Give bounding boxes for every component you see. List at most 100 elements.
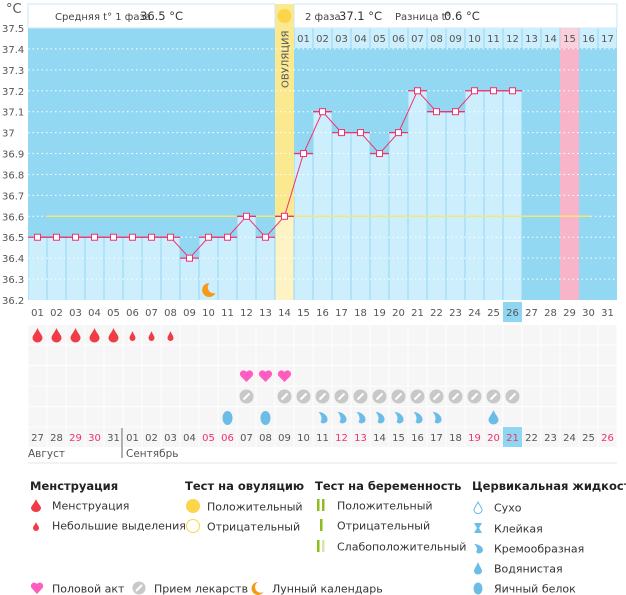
cycle-day-label: 03	[69, 308, 82, 319]
calendar-date-label: 20	[487, 433, 500, 444]
creamy-fluid-icon	[413, 412, 423, 424]
temperature-bar	[123, 237, 142, 300]
legend-dry: Сухо	[472, 500, 521, 517]
temperature-point	[490, 87, 497, 95]
ovulation-sun-icon	[277, 9, 292, 23]
calendar-date-label: 25	[582, 433, 595, 444]
event-cell	[199, 325, 218, 345]
calendar-date-label: 29	[69, 433, 82, 444]
event-cell	[123, 427, 142, 447]
event-cell	[85, 427, 104, 447]
menstruation-drop-icon	[51, 328, 62, 343]
calendar-date-label: 07	[240, 433, 253, 444]
event-cell	[85, 386, 104, 406]
calendar-date-label: 10	[297, 433, 310, 444]
cycle-day-label: 28	[544, 308, 557, 319]
cycle-day-label: 25	[487, 308, 500, 319]
event-cell	[408, 345, 427, 365]
event-cell	[85, 366, 104, 386]
temperature-bar	[47, 237, 66, 300]
y-tick-label: 36.5	[2, 233, 24, 244]
y-tick-label: 37.3	[2, 66, 24, 77]
event-cell	[503, 407, 522, 427]
event-cell	[522, 325, 541, 345]
event-cell	[199, 366, 218, 386]
legend-cervical-title: Цервикальная жидкость	[472, 479, 626, 493]
creamy-fluid-icon	[432, 412, 442, 424]
event-cell	[275, 427, 294, 447]
event-cell	[560, 325, 579, 345]
event-cell	[408, 325, 427, 345]
event-cell	[237, 407, 256, 427]
temperature-bar	[484, 90, 503, 301]
event-cell	[351, 427, 370, 447]
luteal-day-label: 05	[373, 34, 386, 45]
legend-label: Положительный	[207, 500, 303, 514]
event-cell	[218, 345, 237, 365]
legend-creamy: Кремообразная	[472, 541, 584, 558]
event-cell	[294, 427, 313, 447]
event-cell	[446, 345, 465, 365]
event-cell	[408, 427, 427, 447]
egg-white-icon	[222, 411, 233, 425]
temperature-bar	[446, 111, 465, 300]
calendar-date-label: 27	[31, 433, 44, 444]
event-cell	[66, 427, 85, 447]
temperature-bar	[370, 153, 389, 300]
temperature-point	[471, 87, 478, 95]
temperature-bar	[294, 153, 313, 300]
temperature-bar	[66, 237, 85, 300]
y-axis-unit: °C	[6, 2, 22, 17]
creamy-drop-icon	[472, 541, 488, 558]
event-cell	[161, 407, 180, 427]
event-cell	[294, 407, 313, 427]
legend-label: Половой акт	[52, 582, 125, 595]
legend-label: Отрицательный	[337, 519, 431, 533]
temperature-point	[338, 129, 345, 137]
event-cell	[104, 345, 123, 365]
event-cell	[541, 345, 560, 365]
luteal-day-cell	[446, 28, 465, 48]
temperature-bar	[104, 237, 123, 300]
pill-icon-stripe	[432, 392, 441, 401]
legend-egg-white: Яичный белок	[472, 581, 576, 595]
event-cell	[313, 366, 332, 386]
legend-pregnancy-negative: Отрицательный	[315, 518, 430, 535]
cycle-day-label: 17	[335, 308, 348, 319]
month-label: Сентябрь	[126, 448, 178, 460]
legend-label: Слабоположительный	[337, 540, 467, 554]
calendar-date-label: 14	[373, 433, 386, 444]
legend-label: Лунный календарь	[272, 582, 383, 595]
cycle-day-label: 15	[297, 308, 310, 319]
cycle-day-label: 23	[449, 308, 462, 319]
event-cell	[522, 407, 541, 427]
event-cell	[427, 427, 446, 447]
temperature-bar	[427, 111, 446, 300]
event-cell	[313, 325, 332, 345]
event-cell	[275, 325, 294, 345]
pill-icon-stripe	[356, 392, 365, 401]
temperature-bar	[313, 111, 332, 300]
temperature-point	[357, 129, 364, 137]
luteal-day-label: 11	[487, 34, 500, 45]
event-cell	[180, 386, 199, 406]
legend-sticky: Клейкая	[472, 521, 543, 538]
luteal-day-cell	[465, 28, 484, 48]
event-cell	[560, 427, 579, 447]
water-drop-icon	[472, 561, 488, 578]
event-cell	[199, 386, 218, 406]
event-cell	[199, 427, 218, 447]
legend-medication: Прием лекарств	[132, 581, 248, 595]
event-cell	[579, 325, 598, 345]
event-cell	[465, 427, 484, 447]
temperature-point	[243, 212, 250, 220]
phase2-header	[293, 3, 618, 29]
cycle-day-label: 20	[392, 308, 405, 319]
calendar-date-label: 28	[50, 433, 63, 444]
event-cell	[275, 345, 294, 365]
event-cell	[465, 366, 484, 386]
calendar-date-label: 18	[449, 433, 462, 444]
event-cell	[142, 345, 161, 365]
event-cell	[598, 366, 617, 386]
event-cell	[142, 407, 161, 427]
